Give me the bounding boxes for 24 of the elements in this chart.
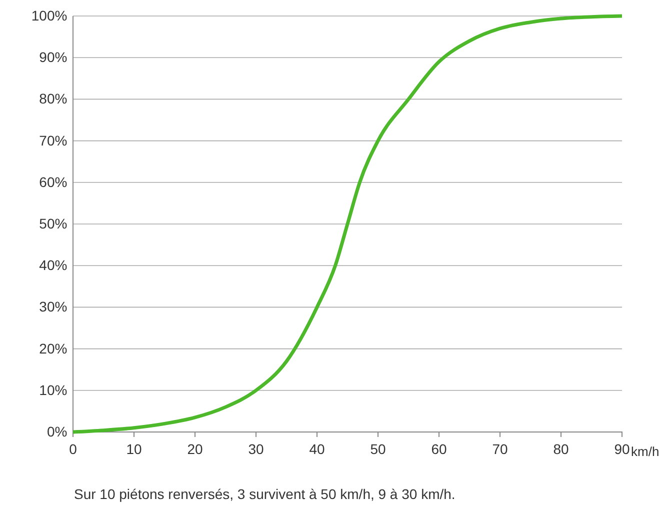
y-tick-label: 30% (39, 298, 68, 315)
y-tick-label: 50% (39, 215, 68, 232)
y-tick-label: 10% (39, 382, 68, 398)
x-tick-label: 50 (370, 441, 386, 457)
y-tick-label: 100% (31, 7, 68, 24)
y-tick-label: 0% (46, 423, 68, 440)
y-tick-label: 70% (39, 132, 68, 148)
x-tick-label: 30 (248, 441, 264, 457)
y-tick-label: 60% (39, 174, 68, 190)
y-tick-label: 80% (39, 90, 68, 107)
text: Sur 10 piétons renversés, 3 survivent à 50 km/h, 9 à 30 km/h. (74, 486, 456, 502)
x-tick-label: 0 (69, 441, 78, 457)
y-tick-label: 20% (39, 340, 68, 356)
x-tick-label: 90 (614, 441, 630, 457)
x-tick-label: 10 (126, 441, 142, 457)
x-tick-label: 60 (431, 441, 447, 457)
line-series (71, 14, 624, 434)
y-tick-label: 90% (39, 49, 68, 66)
x-tick-label: 40 (309, 441, 325, 457)
y-tick-label: 40% (39, 257, 68, 274)
x-tick-label: 20 (187, 441, 203, 457)
x-axis-title: km/h (631, 444, 660, 459)
x-tick-label: 70 (492, 441, 508, 457)
x-tick-label: 80 (553, 441, 569, 457)
